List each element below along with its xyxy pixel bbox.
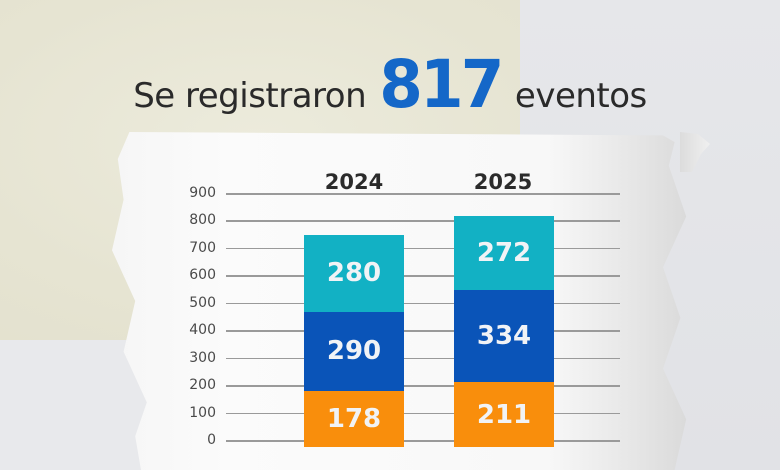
bar-segment-middle: 334 [454, 290, 554, 383]
headline-prefix: Se registraron [133, 76, 367, 116]
gridline [226, 385, 620, 387]
y-tick: 500 [189, 295, 216, 311]
gridline [226, 275, 620, 277]
gridline [226, 220, 620, 222]
y-tick: 200 [189, 377, 216, 393]
y-tick: 900 [189, 185, 216, 201]
gridline [226, 302, 620, 305]
category-label-2025: 2025 [473, 170, 533, 194]
gridline [226, 193, 620, 195]
category-label-2024: 2024 [324, 170, 384, 194]
gridline [226, 412, 620, 415]
bar-segment-top: 280 [304, 234, 404, 312]
bar-segment-bottom: 211 [454, 382, 554, 447]
headline: Se registraron 817 eventos [0, 46, 780, 123]
bar-2024: 178 290 280 [304, 0, 404, 470]
bar-2025: 211 334 272 [454, 0, 554, 470]
y-tick: 400 [189, 322, 216, 338]
y-tick: 800 [189, 212, 216, 228]
bar-segment-bottom: 178 [304, 391, 404, 447]
headline-suffix: eventos [514, 76, 647, 116]
gridline [226, 247, 620, 250]
gridline [226, 357, 620, 360]
bar-segment-top: 272 [454, 215, 554, 291]
gridline [226, 440, 620, 442]
bar-segment-middle: 290 [304, 311, 404, 392]
y-tick: 600 [189, 267, 216, 283]
gridline [226, 330, 620, 332]
y-tick: 0 [207, 432, 216, 448]
headline-number: 817 [379, 46, 504, 123]
y-tick: 300 [189, 350, 216, 366]
y-tick: 700 [189, 240, 216, 256]
y-tick: 100 [189, 405, 216, 421]
